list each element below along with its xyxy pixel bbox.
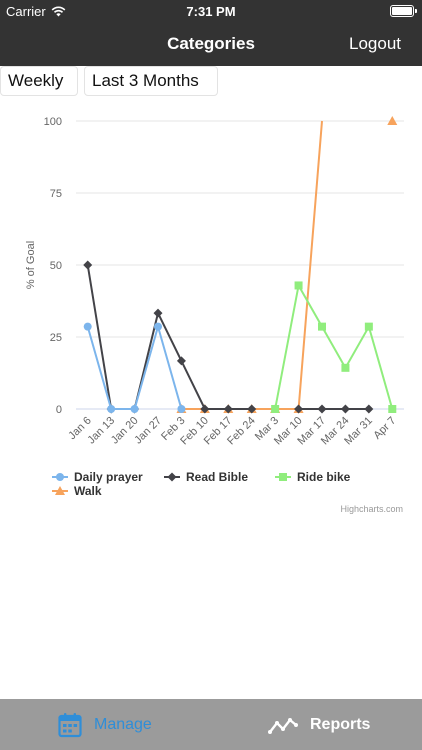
series-daily-prayer <box>83 322 186 413</box>
data-point <box>294 281 303 290</box>
page-title: Categories <box>167 34 255 53</box>
battery-icon <box>390 5 417 17</box>
data-point <box>388 405 397 413</box>
data-point <box>83 322 92 331</box>
data-point <box>153 308 163 318</box>
data-point <box>364 322 373 331</box>
data-point <box>340 404 350 414</box>
status-bar: Carrier 7:31 PM <box>0 0 422 22</box>
data-point <box>55 486 65 495</box>
data-point <box>317 404 327 414</box>
data-point <box>294 404 304 414</box>
legend-label: Ride bike <box>297 470 351 484</box>
x-tick-label: Apr 7 <box>371 415 398 442</box>
data-point <box>200 404 210 414</box>
trend-line-icon <box>268 717 298 734</box>
legend-item: Read Bible <box>164 470 248 484</box>
data-point <box>387 116 398 125</box>
data-point <box>271 405 280 413</box>
series-line <box>274 282 394 410</box>
data-point <box>247 404 257 414</box>
data-point <box>364 404 374 414</box>
series-line <box>86 322 183 410</box>
x-tick-label: Jan 27 <box>132 415 164 447</box>
legend-label: Walk <box>74 484 102 498</box>
data-point <box>83 260 93 270</box>
range-selector[interactable]: Last 3 Months <box>84 66 218 96</box>
status-time: 7:31 PM <box>186 4 236 19</box>
y-tick-label: 25 <box>50 332 62 344</box>
legend-item: Ride bike <box>275 470 351 484</box>
carrier-info: Carrier <box>6 4 66 19</box>
legend-item: Daily prayer <box>52 470 143 484</box>
series-ride-bike <box>271 281 397 413</box>
legend-label: Daily prayer <box>74 470 143 484</box>
legend-item: Walk <box>52 484 102 498</box>
tab-reports[interactable]: Reports <box>268 699 370 750</box>
filter-bar: Weekly Last 3 Months <box>0 66 422 96</box>
data-point <box>177 405 186 413</box>
data-point <box>107 405 116 413</box>
chart-container: 0 25 50 75 100% of Goal Jan 6 Jan 13 Jan 20 Jan … <box>0 96 422 526</box>
calendar-icon <box>58 712 82 737</box>
navigation-bar: Categories Logout <box>0 22 422 66</box>
y-tick-label: 50 <box>50 260 62 272</box>
data-point <box>341 363 350 372</box>
tab-reports-label: Reports <box>310 715 371 733</box>
y-tick-label: 75 <box>50 188 62 200</box>
data-point <box>176 356 186 366</box>
data-point <box>154 322 162 331</box>
logout-button[interactable]: Logout <box>349 34 401 53</box>
tab-manage[interactable]: Manage <box>58 699 152 750</box>
legend-label: Read Bible <box>186 470 248 484</box>
wifi-icon <box>51 6 66 17</box>
tab-manage-label: Manage <box>94 715 152 733</box>
data-point <box>130 405 139 413</box>
tab-bar: Manage Reports <box>0 699 422 750</box>
carrier-label: Carrier <box>6 4 46 19</box>
y-tick-label: 0 <box>56 404 62 416</box>
data-point <box>167 472 177 482</box>
data-point <box>279 473 287 481</box>
y-axis-title: % of Goal <box>25 241 37 289</box>
chart-credit: Highcharts.com <box>340 504 403 514</box>
period-selector[interactable]: Weekly <box>0 66 78 96</box>
y-tick-label: 100 <box>44 116 62 128</box>
data-point <box>223 404 233 414</box>
data-point <box>318 322 326 331</box>
data-point <box>56 473 64 481</box>
